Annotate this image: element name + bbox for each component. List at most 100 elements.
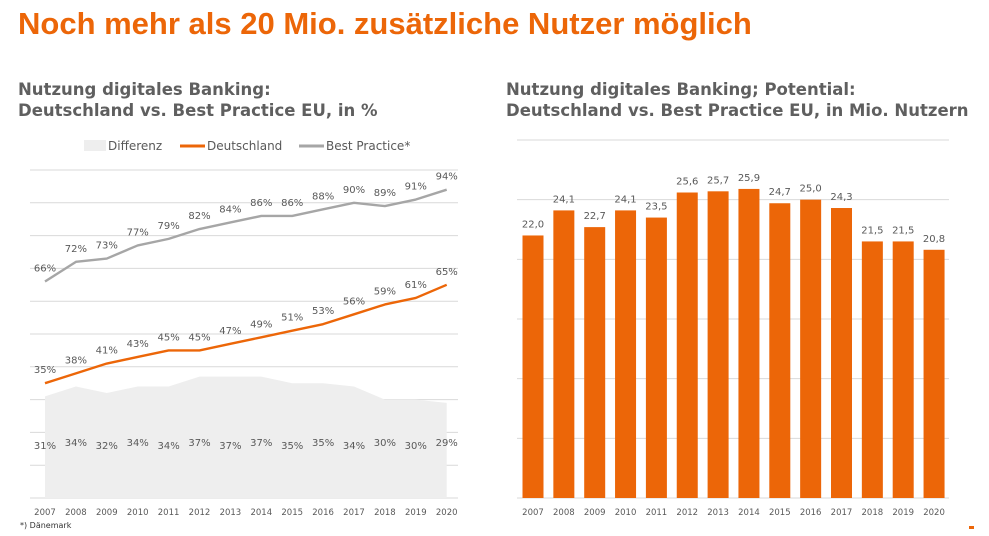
right-chart-title: Nutzung digitales Banking; Potential: De… bbox=[506, 79, 969, 121]
x-tick-label-left: 2019 bbox=[405, 508, 427, 518]
bar-value-label: 25,7 bbox=[707, 175, 729, 186]
right-chart-title-line1: Nutzung digitales Banking; Potential: bbox=[506, 80, 856, 99]
bar-value-label: 24,3 bbox=[830, 192, 852, 203]
x-tick-label-left: 2011 bbox=[158, 508, 180, 518]
x-tick-label-left: 2008 bbox=[65, 508, 87, 518]
data-label-deutschland: 56% bbox=[343, 296, 365, 307]
data-label-deutschland: 38% bbox=[65, 355, 87, 366]
bar bbox=[769, 203, 791, 498]
x-tick-label-left: 2018 bbox=[374, 508, 396, 518]
bar-value-label: 24,1 bbox=[553, 194, 575, 205]
x-tick-label-right: 2007 bbox=[522, 508, 544, 518]
x-tick-label-left: 2017 bbox=[343, 508, 365, 518]
bar bbox=[553, 210, 575, 498]
data-label-deutschland: 65% bbox=[436, 267, 458, 278]
x-tick-label-left: 2015 bbox=[281, 508, 303, 518]
data-label-differenz: 35% bbox=[312, 438, 334, 449]
data-label-deutschland: 47% bbox=[219, 326, 241, 337]
data-label-deutschland: 35% bbox=[34, 365, 56, 376]
data-label-deutschland: 43% bbox=[127, 339, 149, 350]
bar-value-label: 21,5 bbox=[892, 225, 914, 236]
bar-value-label: 22,0 bbox=[522, 219, 544, 230]
x-tick-label-left: 2012 bbox=[189, 508, 211, 518]
bar bbox=[676, 192, 698, 499]
legend-label-best-practice: Best Practice* bbox=[326, 139, 410, 153]
data-label-differenz: 31% bbox=[34, 441, 56, 452]
bar bbox=[615, 210, 637, 498]
data-label-differenz: 29% bbox=[436, 438, 458, 449]
bar bbox=[584, 227, 606, 498]
x-tick-label-right: 2019 bbox=[892, 508, 914, 518]
data-label-best-practice: 91% bbox=[405, 182, 427, 193]
bar-value-label: 20,8 bbox=[923, 234, 945, 245]
left-chart-title: Nutzung digitales Banking: Deutschland v… bbox=[18, 79, 378, 121]
bar-value-label: 24,7 bbox=[769, 187, 791, 198]
x-tick-label-right: 2009 bbox=[584, 508, 606, 518]
x-tick-label-right: 2012 bbox=[676, 508, 698, 518]
data-label-deutschland: 41% bbox=[96, 346, 118, 357]
x-tick-label-left: 2020 bbox=[436, 508, 458, 518]
bar bbox=[861, 241, 883, 498]
bar bbox=[707, 191, 729, 498]
data-label-deutschland: 61% bbox=[405, 280, 427, 291]
legend-label-differenz: Differenz bbox=[108, 139, 162, 153]
x-tick-label-right: 2014 bbox=[738, 508, 760, 518]
x-tick-label-right: 2013 bbox=[707, 508, 729, 518]
data-label-best-practice: 79% bbox=[157, 221, 179, 232]
data-label-best-practice: 88% bbox=[312, 191, 334, 202]
bar-value-label: 25,9 bbox=[738, 173, 760, 184]
data-label-differenz: 34% bbox=[127, 438, 149, 449]
data-label-best-practice: 86% bbox=[281, 198, 303, 209]
data-label-best-practice: 89% bbox=[374, 188, 396, 199]
data-label-differenz: 37% bbox=[188, 438, 210, 449]
data-label-differenz: 32% bbox=[96, 441, 118, 452]
bar-value-label: 23,5 bbox=[645, 202, 667, 213]
data-label-differenz: 30% bbox=[374, 438, 396, 449]
x-tick-label-right: 2011 bbox=[646, 508, 668, 518]
corner-mark bbox=[969, 526, 974, 529]
left-chart-title-line1: Nutzung digitales Banking: bbox=[18, 80, 271, 99]
right-chart-title-line2: Deutschland vs. Best Practice EU, in Mio… bbox=[506, 101, 969, 120]
left-chart-title-line2: Deutschland vs. Best Practice EU, in % bbox=[18, 101, 378, 120]
data-label-best-practice: 82% bbox=[188, 211, 210, 222]
data-label-best-practice: 94% bbox=[436, 172, 458, 183]
bar bbox=[738, 188, 760, 498]
data-label-differenz: 34% bbox=[65, 438, 87, 449]
data-label-differenz: 35% bbox=[281, 441, 303, 452]
data-label-deutschland: 51% bbox=[281, 313, 303, 324]
data-label-best-practice: 90% bbox=[343, 185, 365, 196]
data-label-differenz: 34% bbox=[343, 441, 365, 452]
data-label-best-practice: 72% bbox=[65, 244, 87, 255]
x-tick-label-left: 2009 bbox=[96, 508, 118, 518]
x-tick-label-right: 2020 bbox=[923, 508, 945, 518]
page-title: Noch mehr als 20 Mio. zusätzliche Nutzer… bbox=[18, 6, 752, 41]
data-label-best-practice: 77% bbox=[127, 227, 149, 238]
bar-value-label: 21,5 bbox=[861, 225, 883, 236]
x-tick-label-right: 2015 bbox=[769, 508, 791, 518]
x-tick-label-right: 2018 bbox=[862, 508, 884, 518]
x-tick-label-left: 2010 bbox=[127, 508, 149, 518]
data-label-best-practice: 86% bbox=[250, 198, 272, 209]
x-tick-label-right: 2008 bbox=[553, 508, 575, 518]
bar bbox=[645, 217, 667, 499]
series-area-differenz bbox=[45, 376, 447, 498]
x-tick-label-right: 2010 bbox=[615, 508, 637, 518]
data-label-best-practice: 66% bbox=[34, 264, 56, 275]
data-label-deutschland: 53% bbox=[312, 306, 334, 317]
bar bbox=[831, 208, 852, 498]
x-tick-label-left: 2007 bbox=[34, 508, 56, 518]
legend-swatch-differenz bbox=[84, 140, 106, 151]
data-label-best-practice: 73% bbox=[96, 241, 118, 252]
data-label-differenz: 37% bbox=[250, 438, 272, 449]
data-label-differenz: 30% bbox=[405, 441, 427, 452]
bar bbox=[522, 235, 544, 498]
bar bbox=[892, 241, 914, 498]
x-tick-label-right: 2016 bbox=[800, 508, 822, 518]
data-label-differenz: 34% bbox=[157, 441, 179, 452]
data-label-best-practice: 84% bbox=[219, 204, 241, 215]
data-label-deutschland: 59% bbox=[374, 286, 396, 297]
data-label-deutschland: 45% bbox=[157, 332, 179, 343]
x-tick-label-left: 2016 bbox=[312, 508, 334, 518]
x-tick-label-left: 2014 bbox=[250, 508, 272, 518]
